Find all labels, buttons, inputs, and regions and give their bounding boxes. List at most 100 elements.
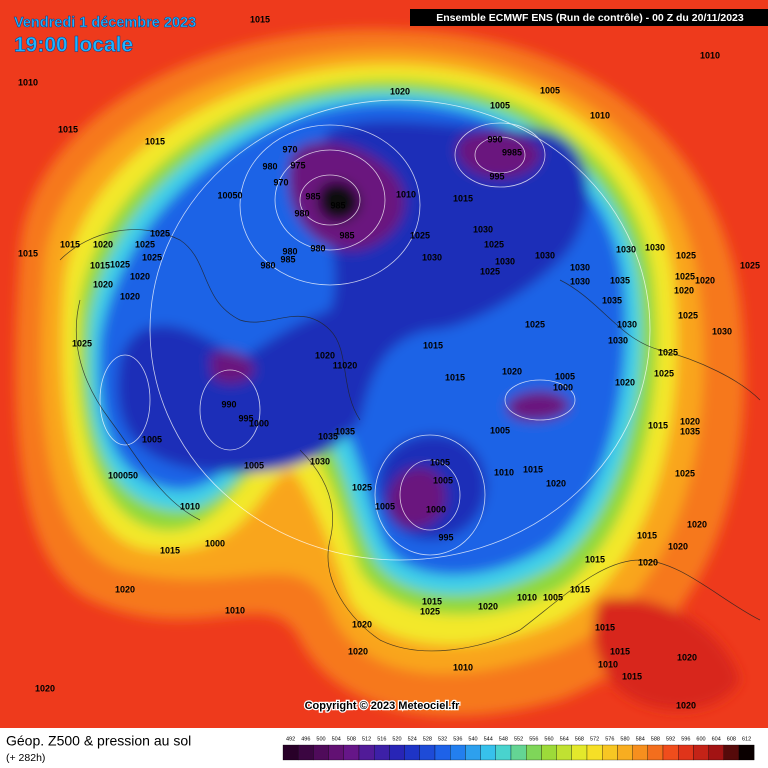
- pressure-label: 995: [438, 532, 453, 542]
- time-title: 19:00 locale: [14, 34, 133, 57]
- pressure-label: 1030: [535, 250, 555, 260]
- pressure-label: 1015: [570, 584, 590, 594]
- pressure-label: 1025: [654, 368, 674, 378]
- pressure-label: 1025: [740, 260, 760, 270]
- pressure-label: 1020: [695, 275, 715, 285]
- colorbar-swatch: [571, 744, 588, 761]
- footer-title: Géop. Z500 & pression au sol: [6, 733, 191, 749]
- colorbar-label: 552: [514, 736, 523, 742]
- pressure-label: 1030: [473, 224, 493, 234]
- colorbar-swatch: [647, 744, 664, 761]
- pressure-label: 1025: [110, 259, 130, 269]
- colorbar-label: 600: [696, 736, 705, 742]
- pressure-label: 1030: [645, 242, 665, 252]
- pressure-label: 1025: [410, 230, 430, 240]
- colorbar-swatch: [358, 744, 375, 761]
- colorbar-label: 500: [316, 736, 325, 742]
- pressure-label: 1035: [318, 431, 338, 441]
- colorbar-label: 592: [666, 736, 675, 742]
- pressure-label: 995: [489, 171, 504, 181]
- colorbar-label: 540: [468, 736, 477, 742]
- pressure-label: 1020: [668, 541, 688, 551]
- pressure-label: 975: [290, 160, 305, 170]
- pressure-label: 1005: [430, 457, 450, 467]
- pressure-label: 1015: [595, 622, 615, 632]
- pressure-label: 1020: [348, 646, 368, 656]
- colorbar-label: 556: [529, 736, 538, 742]
- colorbar-label: 520: [392, 736, 401, 742]
- pressure-label: 1020: [615, 377, 635, 387]
- pressure-label: 985: [305, 191, 320, 201]
- colorbar-swatch: [374, 744, 390, 761]
- pressure-label: 1015: [160, 545, 180, 555]
- pressure-label: 100050: [108, 470, 138, 480]
- colorbar-label: 492: [286, 736, 295, 742]
- colorbar-swatch: [738, 744, 755, 761]
- colorbar-swatch: [678, 744, 694, 761]
- colorbar-label: 588: [651, 736, 660, 742]
- pressure-label: 1025: [480, 266, 500, 276]
- pressure-label: 1020: [674, 285, 694, 295]
- pressure-label: 1025: [658, 347, 678, 357]
- pressure-label: 1010: [180, 501, 200, 511]
- colorbar-label: 568: [575, 736, 584, 742]
- pressure-label: 1010: [517, 592, 537, 602]
- colorbar-label: 548: [499, 736, 508, 742]
- pressure-label: 1005: [490, 100, 510, 110]
- pressure-label: 1010: [225, 605, 245, 615]
- pressure-label: 980: [260, 260, 275, 270]
- colorbar-swatch: [708, 744, 724, 761]
- colorbar-label: 512: [362, 736, 371, 742]
- pressure-label: 1005: [244, 460, 264, 470]
- pressure-label: 1035: [610, 275, 630, 285]
- colorbar-swatch: [495, 744, 512, 761]
- pressure-label: 1015: [422, 596, 442, 606]
- colorbar-label: 496: [301, 736, 310, 742]
- pressure-label: 970: [282, 144, 297, 154]
- colorbar-swatch: [723, 744, 740, 761]
- pressure-label: 970: [273, 177, 288, 187]
- colorbar-swatch: [510, 744, 527, 761]
- pressure-label: 1010: [396, 189, 416, 199]
- copyright: Copyright © 2023 Meteociel.fr: [305, 700, 461, 712]
- colorbar-label: 524: [408, 736, 417, 742]
- colorbar-label: 564: [560, 736, 569, 742]
- colorbar-swatch: [632, 744, 648, 761]
- pressure-label: 1005: [433, 475, 453, 485]
- colorbar: 492 496 500 504 508 512 516 520 524 528 532 536 540 5…: [282, 736, 755, 761]
- pressure-label: 1020: [390, 86, 410, 96]
- pressure-label: 1015: [18, 248, 38, 258]
- pressure-label: 1015: [445, 372, 465, 382]
- colorbar-swatch: [343, 744, 360, 761]
- pressure-label: 1025: [525, 319, 545, 329]
- pressure-label: 1025: [676, 250, 696, 260]
- pressure-label: 1010: [590, 110, 610, 120]
- pressure-label: 1015: [585, 554, 605, 564]
- colorbar-label: 560: [544, 736, 553, 742]
- pressure-label: 9985: [502, 147, 522, 157]
- colorbar-swatch: [662, 744, 679, 761]
- colorbar-label: 572: [590, 736, 599, 742]
- pressure-label: 1010: [453, 662, 473, 672]
- pressure-label: 1025: [675, 271, 695, 281]
- pressure-label: 1015: [523, 464, 543, 474]
- footer-lead: (+ 282h): [6, 752, 45, 764]
- pressure-label: 1035: [680, 426, 700, 436]
- colorbar-label: 508: [347, 736, 356, 742]
- pressure-label: 985: [280, 254, 295, 264]
- pressure-label: 1030: [617, 319, 637, 329]
- pressure-label: 1005: [540, 85, 560, 95]
- colorbar-swatch: [617, 744, 633, 761]
- pressure-label: 1030: [495, 256, 515, 266]
- pressure-label: 1025: [142, 252, 162, 262]
- pressure-label: 1010: [598, 659, 618, 669]
- run-info: Ensemble ECMWF ENS (Run de contrôle) - 0…: [436, 12, 744, 24]
- pressure-label: 1015: [90, 260, 110, 270]
- pressure-label: 1000: [249, 418, 269, 428]
- pressure-label: 1020: [677, 652, 697, 662]
- pressure-label: 1030: [570, 276, 590, 286]
- pressure-label: 980: [282, 246, 297, 256]
- pressure-label: 1010: [700, 50, 720, 60]
- pressure-label: 11020: [333, 360, 358, 370]
